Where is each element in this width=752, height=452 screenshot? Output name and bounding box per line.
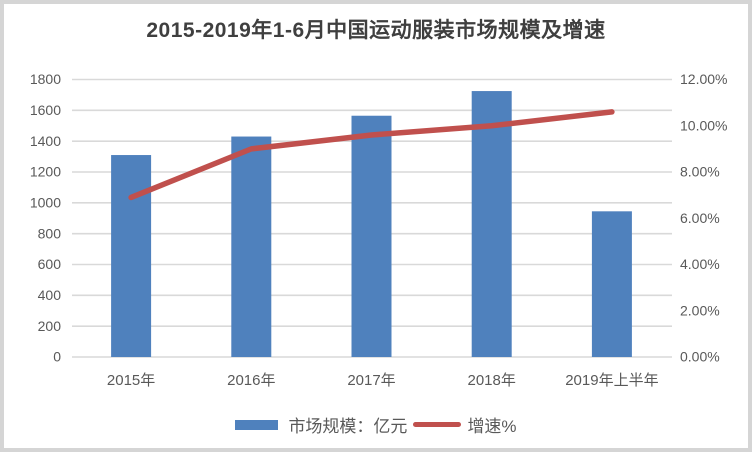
bar-2018年 [471, 91, 512, 357]
y-axis-left-tick-label: 1000 [30, 195, 61, 211]
chart-title: 2015-2019年1-6月中国运动服装市场规模及增速 [146, 19, 606, 42]
y-axis-right-tick-label: 0.00% [680, 349, 720, 365]
legend-bar-swatch-icon [235, 419, 279, 430]
y-axis-left-tick-label: 1400 [30, 133, 61, 149]
bar-2019年上半年 [591, 211, 632, 357]
y-axis-left-tick-label: 800 [38, 225, 62, 241]
y-axis-right-tick-label: 4.00% [680, 256, 720, 272]
growth-line [128, 109, 615, 201]
y-axis-right-tick-label: 2.00% [680, 302, 720, 318]
y-axis-left-tick-label: 1200 [30, 164, 61, 180]
chart-plot-area: 0 200 400 600 800 1000 1200 1400 1600 1800 0.00% 2.… [30, 71, 728, 389]
legend-label-market-size: 市场规模：亿元 [288, 417, 408, 436]
bar-2017年 [351, 115, 392, 358]
legend-label-growth: 增速% [467, 417, 517, 436]
legend-line-swatch-icon [413, 422, 462, 427]
bar-2015年 [111, 155, 152, 357]
y-axis-right-tick-label: 6.00% [680, 210, 720, 226]
x-axis-tick-label: 2016年 [227, 372, 275, 389]
y-axis-right-tick-label: 10.00% [680, 117, 727, 133]
x-axis-tick-label: 2018年 [468, 372, 516, 389]
y-axis-left-tick-label: 0 [53, 349, 61, 365]
x-axis-tick-label: 2017年 [347, 372, 395, 389]
y-axis-left-tick-label: 1600 [30, 102, 61, 118]
y-axis-left-tick-label: 200 [38, 318, 62, 334]
chart-legend: 市场规模：亿元 增速% [4, 412, 748, 437]
y-axis-right-tick-label: 12.00% [680, 71, 727, 87]
y-axis-left-tick-label: 400 [38, 287, 62, 303]
y-axis-left-tick-label: 1800 [30, 71, 61, 87]
x-axis-tick-label: 2015年 [107, 372, 155, 389]
y-axis-left-tick-label: 600 [38, 256, 62, 272]
bar-2016年 [231, 136, 272, 357]
x-axis-tick-label: 2019年上半年 [565, 372, 658, 389]
y-axis-right-tick-label: 8.00% [680, 164, 720, 180]
